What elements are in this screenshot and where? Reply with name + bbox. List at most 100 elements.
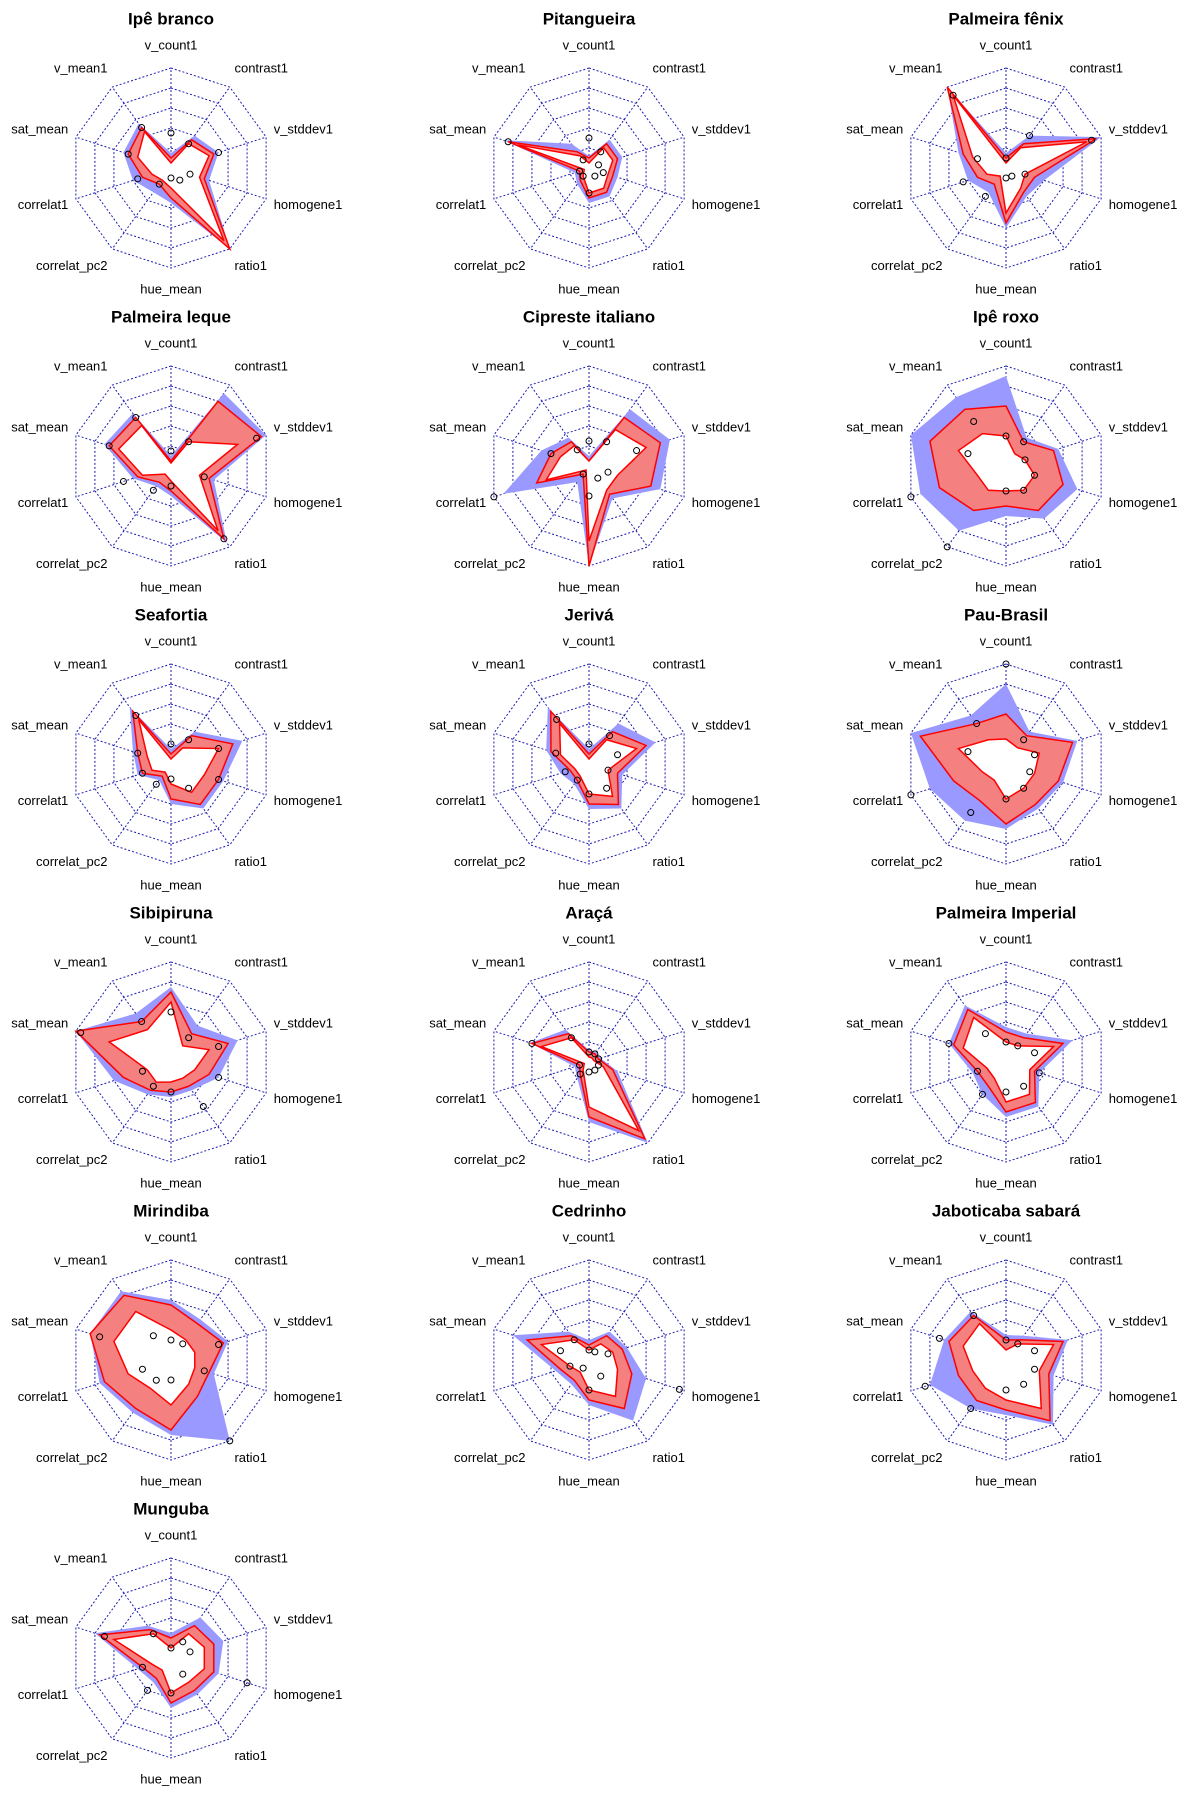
data-point (981, 192, 989, 200)
data-point (199, 1102, 207, 1110)
axis-label: correlat_pc2 (871, 1152, 943, 1167)
axis-label: v_count1 (145, 931, 198, 946)
grid-ring (512, 981, 666, 1143)
axis-label: hue_mean (975, 281, 1036, 296)
data-point (603, 784, 611, 792)
data-point (907, 493, 915, 501)
data-point (215, 745, 223, 753)
radar-chart: Pau-Brasil v_count1 contrast1 v_stddev1homo… (846, 605, 1177, 892)
axis-label: v_count1 (980, 633, 1033, 648)
axis-label: hue_mean (558, 1175, 619, 1190)
data-point (967, 809, 975, 817)
axis-label: homogene1 (274, 197, 343, 212)
axis-label: homogene1 (692, 793, 761, 808)
radar-chart: Palmeira fênix v_count1 contrast1 v_stddev1… (846, 9, 1177, 296)
data-point (179, 1340, 187, 1348)
chart-title: Pitangueira (543, 9, 636, 28)
axis-label: contrast1 (652, 1253, 705, 1268)
radar-area (107, 1000, 211, 1083)
chart-title: Palmeira leque (111, 307, 231, 326)
axis-label: ratio1 (1069, 854, 1102, 869)
data-point (1020, 486, 1028, 494)
data-point (561, 768, 569, 776)
axis-label: ratio1 (652, 556, 685, 571)
data-point (167, 1008, 175, 1016)
data-point (1002, 154, 1010, 162)
axis-label: correlat1 (18, 1687, 69, 1702)
axis-label: contrast1 (652, 359, 705, 374)
chart-title: Araçá (565, 903, 613, 922)
data-point (556, 1347, 564, 1355)
axis-label: hue_mean (558, 579, 619, 594)
axis-label: correlat1 (853, 197, 904, 212)
axis-label: sat_mean (11, 1612, 68, 1627)
data-point (185, 1034, 193, 1042)
data-point (124, 150, 132, 158)
axis-label: v_count1 (145, 1229, 198, 1244)
axis-label: v_stddev1 (692, 420, 751, 435)
data-point (1021, 170, 1029, 178)
data-point (967, 1405, 975, 1413)
data-point (579, 172, 587, 180)
axis-label: correlat_pc2 (454, 1450, 526, 1465)
data-point (167, 740, 175, 748)
data-point (585, 492, 593, 500)
data-point (167, 174, 175, 182)
grid-ring (512, 385, 666, 547)
radar-area (957, 432, 1036, 492)
data-point (167, 1088, 175, 1096)
grid-ring (910, 1259, 1102, 1461)
data-point (570, 1336, 578, 1344)
axis-label: sat_mean (11, 420, 68, 435)
data-point (585, 740, 593, 748)
data-point (614, 751, 622, 759)
data-point (603, 438, 611, 446)
data-point (1020, 438, 1028, 446)
axis-label: v_mean1 (472, 61, 525, 76)
data-point (597, 148, 605, 156)
axis-label: contrast1 (1069, 61, 1122, 76)
data-point (215, 1341, 223, 1349)
axis-label: contrast1 (1069, 1253, 1122, 1268)
axis-label: v_count1 (563, 1229, 616, 1244)
data-point (585, 189, 593, 197)
axis-label: homogene1 (1109, 793, 1178, 808)
axis-label: v_count1 (145, 633, 198, 648)
data-point (1088, 136, 1096, 144)
axis-label: contrast1 (1069, 955, 1122, 970)
grid-ring (75, 1557, 267, 1759)
data-point (595, 161, 603, 169)
grid-ring (75, 67, 267, 269)
axis-label: ratio1 (234, 556, 267, 571)
axis-label: v_mean1 (54, 359, 107, 374)
axis-label: correlat1 (853, 793, 904, 808)
radar-area (113, 1310, 196, 1407)
radar-chart: Jerivá v_count1 contrast1 v_stddev1 homogene… (429, 605, 760, 892)
axis-label: correlat_pc2 (454, 854, 526, 869)
axis-label: hue_mean (140, 1771, 201, 1786)
chart-title: Palmeira fênix (948, 9, 1064, 28)
data-point (185, 736, 193, 744)
grid-spoke (588, 980, 649, 1063)
grid-ring (493, 67, 685, 269)
axis-label: v_count1 (563, 633, 616, 648)
axis-label: contrast1 (234, 955, 287, 970)
data-point (1031, 471, 1039, 479)
axis-label: hue_mean (975, 877, 1036, 892)
data-point (200, 1367, 208, 1375)
data-point (1014, 1042, 1022, 1050)
data-point (585, 134, 593, 142)
radar-chart: Munguba v_count1 contrast1 v_stddev1homogen… (11, 1499, 342, 1786)
data-point (585, 1386, 593, 1394)
data-point (573, 446, 581, 454)
grid-ring (550, 1021, 628, 1103)
radar-chart: Ipê roxo v_count1 contrast1 v_stddev1homoge… (846, 307, 1177, 594)
axis-label: v_mean1 (54, 657, 107, 672)
axis-label: sat_mean (429, 420, 486, 435)
axis-label: v_stddev1 (1109, 122, 1168, 137)
axis-label: correlat_pc2 (871, 556, 943, 571)
grid-ring (929, 981, 1083, 1143)
data-point (215, 775, 223, 783)
axis-label: sat_mean (846, 420, 903, 435)
